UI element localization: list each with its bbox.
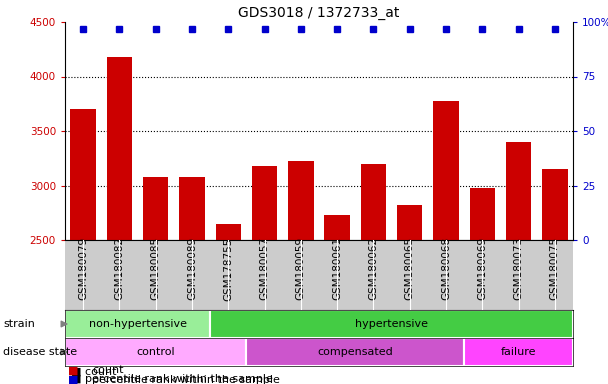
Text: non-hypertensive: non-hypertensive [89,319,187,329]
Bar [179,177,205,240]
Text: percentile rank within the sample: percentile rank within the sample [92,375,280,384]
Bar [469,188,495,240]
Title: GDS3018 / 1372733_at: GDS3018 / 1372733_at [238,6,399,20]
Bar [107,58,132,240]
Text: ■ percentile rank within the sample: ■ percentile rank within the sample [71,374,273,384]
Bar [397,205,423,240]
Bar [143,177,168,240]
Text: ■ count: ■ count [71,366,117,376]
Bar [361,164,386,240]
Bar [210,310,573,338]
Text: strain: strain [3,319,35,329]
Bar [71,109,96,240]
Bar [325,215,350,240]
Bar [65,310,210,338]
Bar [506,142,531,240]
Bar [246,338,464,366]
Bar [288,161,314,240]
Bar [65,338,246,366]
Bar [542,169,567,240]
Text: disease state: disease state [3,347,77,357]
Bar [464,338,573,366]
Bar [216,223,241,240]
Text: ■: ■ [68,375,78,384]
Text: ■: ■ [68,366,78,376]
Text: failure: failure [501,347,536,357]
Text: hypertensive: hypertensive [355,319,428,329]
Text: compensated: compensated [317,347,393,357]
Text: control: control [136,347,175,357]
Text: count: count [92,366,124,376]
Bar [252,166,277,240]
Bar [434,101,458,240]
